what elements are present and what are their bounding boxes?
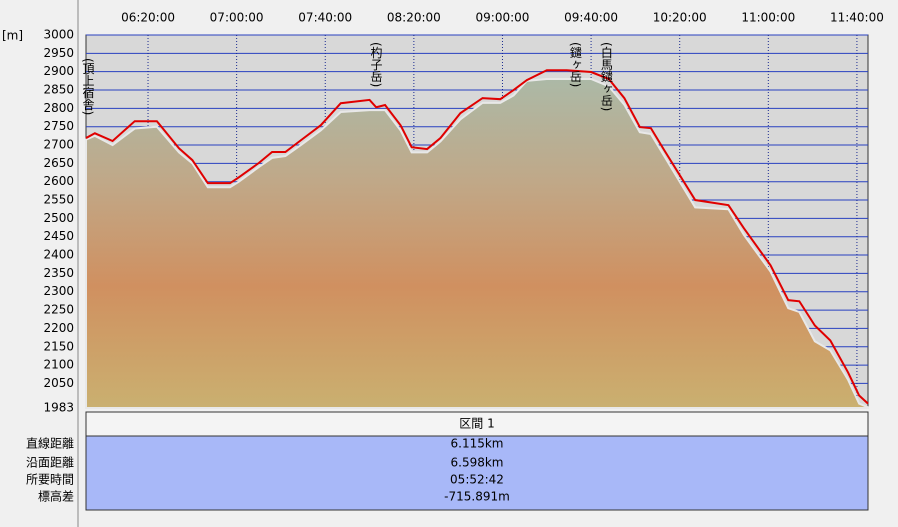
table-header-box bbox=[85, 411, 869, 437]
y-tick-label: 2150 bbox=[43, 339, 74, 353]
y-tick-label: 2400 bbox=[43, 248, 74, 262]
x-tick-label: 11:00:00 bbox=[741, 11, 795, 25]
y-tick-label: 2200 bbox=[43, 321, 74, 335]
annotation: (頂上宿舎) bbox=[81, 58, 95, 115]
y-tick-label: 2550 bbox=[43, 193, 74, 207]
x-tick-label: 08:20:00 bbox=[387, 11, 441, 25]
row-value: -715.891m bbox=[444, 490, 510, 504]
x-tick-label: 07:00:00 bbox=[210, 11, 264, 25]
annotation: (鑓ヶ岳) bbox=[568, 42, 582, 87]
row-value: 05:52:42 bbox=[450, 473, 504, 487]
y-tick-label: 2450 bbox=[43, 229, 74, 243]
y-tick-label: 2800 bbox=[43, 101, 74, 115]
x-tick-label: 09:00:00 bbox=[476, 11, 530, 25]
y-tick-label: 2500 bbox=[43, 211, 74, 225]
y-tick-label: 2250 bbox=[43, 303, 74, 317]
y-tick-label: 2750 bbox=[43, 119, 74, 133]
row-value: 6.598km bbox=[451, 456, 504, 470]
y-tick-label: 2650 bbox=[43, 156, 74, 170]
y-tick-label: 2900 bbox=[43, 64, 74, 78]
y-tick-label: 2850 bbox=[43, 83, 74, 97]
table-body-box bbox=[85, 435, 869, 511]
y-tick-label: 2100 bbox=[43, 358, 74, 372]
y-tick-label: 2950 bbox=[43, 46, 74, 60]
y-tick-label: 2700 bbox=[43, 138, 74, 152]
y-tick-label: 3000 bbox=[43, 28, 74, 42]
track-line bbox=[85, 69, 869, 405]
row-value: 6.115km bbox=[451, 437, 504, 451]
y-unit: [m] bbox=[2, 29, 23, 43]
row-label: 沿面距離 bbox=[26, 456, 74, 470]
y-tick-label: 1983 bbox=[43, 401, 74, 415]
x-tick-label: 10:20:00 bbox=[653, 11, 707, 25]
row-label: 所要時間 bbox=[26, 473, 74, 487]
y-tick-label: 2600 bbox=[43, 174, 74, 188]
annotation: (杓子岳) bbox=[369, 42, 383, 87]
y-tick-label: 2300 bbox=[43, 284, 74, 298]
y-tick-label: 2350 bbox=[43, 266, 74, 280]
annotation: (白馬鑓ヶ岳) bbox=[599, 42, 613, 111]
x-tick-label: 06:20:00 bbox=[121, 11, 175, 25]
x-tick-label: 11:40:00 bbox=[830, 11, 884, 25]
row-label: 標高差 bbox=[38, 489, 74, 504]
terrain-area bbox=[85, 78, 869, 409]
row-label: 直線距離 bbox=[26, 436, 74, 451]
x-tick-label: 07:40:00 bbox=[298, 11, 352, 25]
summary-table: 区間 1 直線距離 6.115km 沿面距離 6.598km 所要時間 05:52:42 標… bbox=[26, 411, 869, 511]
table-header: 区間 1 bbox=[459, 417, 494, 431]
x-tick-label: 09:40:00 bbox=[564, 11, 618, 25]
y-tick-label: 2050 bbox=[43, 376, 74, 390]
